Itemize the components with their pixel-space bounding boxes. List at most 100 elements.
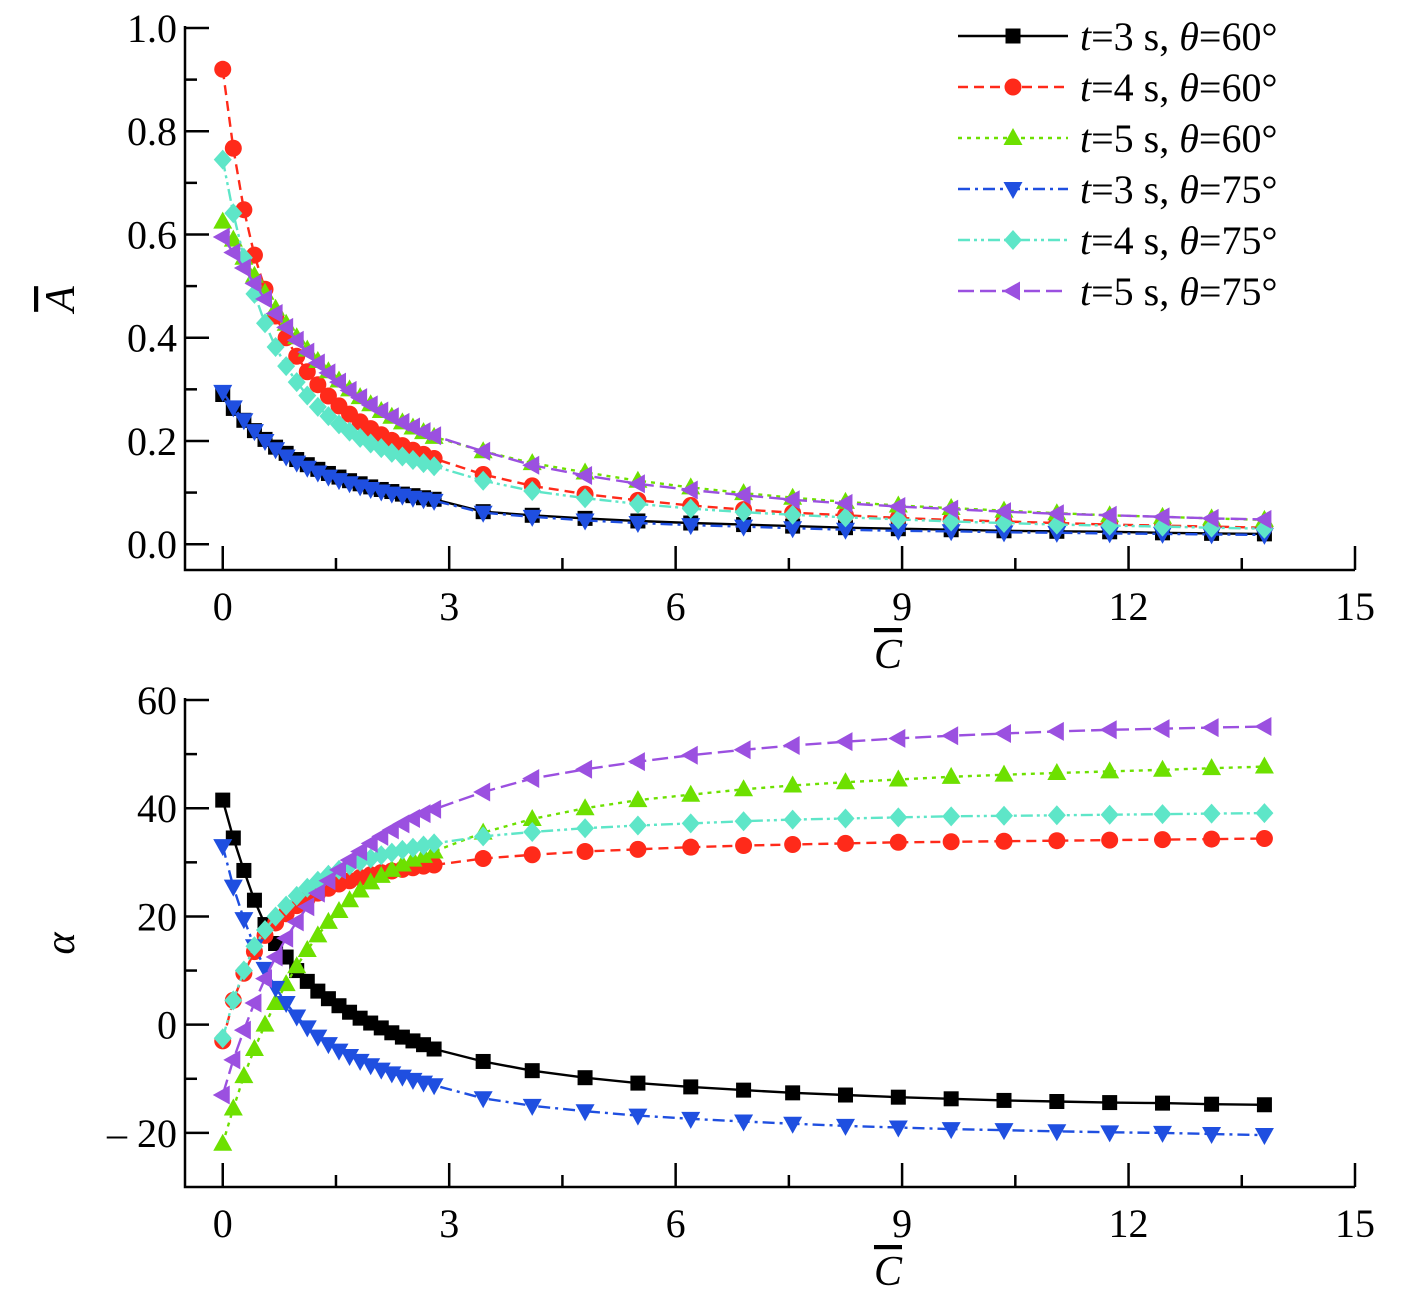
data-point [888,728,906,748]
data-point [223,1098,243,1116]
data-point [836,808,855,829]
x-tick-label: 6 [666,584,686,629]
data-point [1102,1095,1118,1111]
data-point [212,227,230,247]
legend-label: t=3 s, θ=60° [1080,14,1277,59]
data-point [361,872,381,890]
data-point [256,313,275,334]
data-point [371,826,389,846]
data-point [1155,1095,1171,1111]
data-point [234,912,254,930]
data-point [245,936,264,957]
data-point [943,1091,959,1107]
data-point [308,396,327,417]
data-point [1201,718,1219,738]
y-axis-label: A [38,286,84,315]
data-point [681,498,700,519]
data-point [733,740,751,760]
data-point [474,850,492,868]
y-tick-label: 60 [137,678,177,723]
x-tick-label: 15 [1335,584,1375,629]
data-point [783,775,803,793]
x-tick-label: 0 [213,584,233,629]
data-point [318,1037,338,1055]
data-point [784,835,802,853]
data-point [941,499,959,519]
series [213,756,1274,1151]
data-point [350,1053,370,1071]
data-point [522,768,540,788]
data-point [215,792,231,808]
data-point [350,388,368,408]
data-point [835,1118,855,1136]
data-point [576,843,594,861]
data-point [1099,505,1117,525]
data-point [523,822,542,843]
data-point [1047,1124,1067,1142]
data-point [307,883,325,903]
y-tick-label: 0.6 [127,212,177,257]
series-line [221,159,1265,530]
data-point [255,969,273,989]
data-point [942,806,961,827]
data-point [628,493,647,514]
data-point [287,455,307,473]
data-point [1100,1125,1120,1143]
data-point [339,850,357,870]
data-point [627,474,645,494]
data-point [1153,1125,1173,1143]
data-point [276,996,296,1014]
data-point [1154,831,1172,849]
data-point [266,337,285,358]
legend-label: t=3 s, θ=75° [1080,167,1277,212]
data-point [425,833,444,854]
data-point [890,1089,906,1105]
data-point [835,522,855,540]
data-point [523,846,541,864]
data-point [734,502,753,523]
data-point [233,258,251,278]
data-point [682,838,700,856]
data-point [1254,717,1272,737]
data-point [782,735,800,755]
legend-label: t=4 s, θ=60° [1080,65,1277,110]
data-point [255,1014,275,1032]
data-point [1202,803,1221,824]
y-axis-label: α [38,932,84,955]
y-tick-label: 1.0 [127,6,177,51]
data-point [287,1009,307,1027]
axis-frame [183,26,1355,572]
data-point [1047,805,1066,826]
series [213,839,1274,1146]
data-point [426,1041,442,1057]
data-point [297,939,317,957]
legend-marker [1005,28,1021,44]
data-point [213,839,233,857]
data-point [1153,804,1172,825]
data-point [1153,759,1173,777]
x-tick-label: 15 [1335,1201,1375,1246]
data-point [265,303,283,323]
data-point [382,859,402,877]
legend-entry: t=4 s, θ=75° [958,218,1277,263]
data-point [350,880,370,898]
data-point [1099,720,1117,740]
data-point [1101,831,1119,849]
data-point [1046,504,1064,524]
data-point [683,1079,699,1095]
x-axis-label: C [874,1249,903,1295]
data-point [1201,508,1219,528]
data-point [575,513,595,531]
x-tick-label: 12 [1109,1201,1149,1246]
data-point [783,1116,803,1134]
y-tick-label: 0.8 [127,109,177,154]
data-point [424,1078,444,1096]
data-point [1202,758,1222,776]
data-point [734,779,754,797]
data-point [523,481,542,502]
y-tick-label: 40 [137,786,177,831]
data-point [836,507,855,528]
data-point [309,376,327,394]
legend-entry: t=4 s, θ=60° [958,65,1277,110]
